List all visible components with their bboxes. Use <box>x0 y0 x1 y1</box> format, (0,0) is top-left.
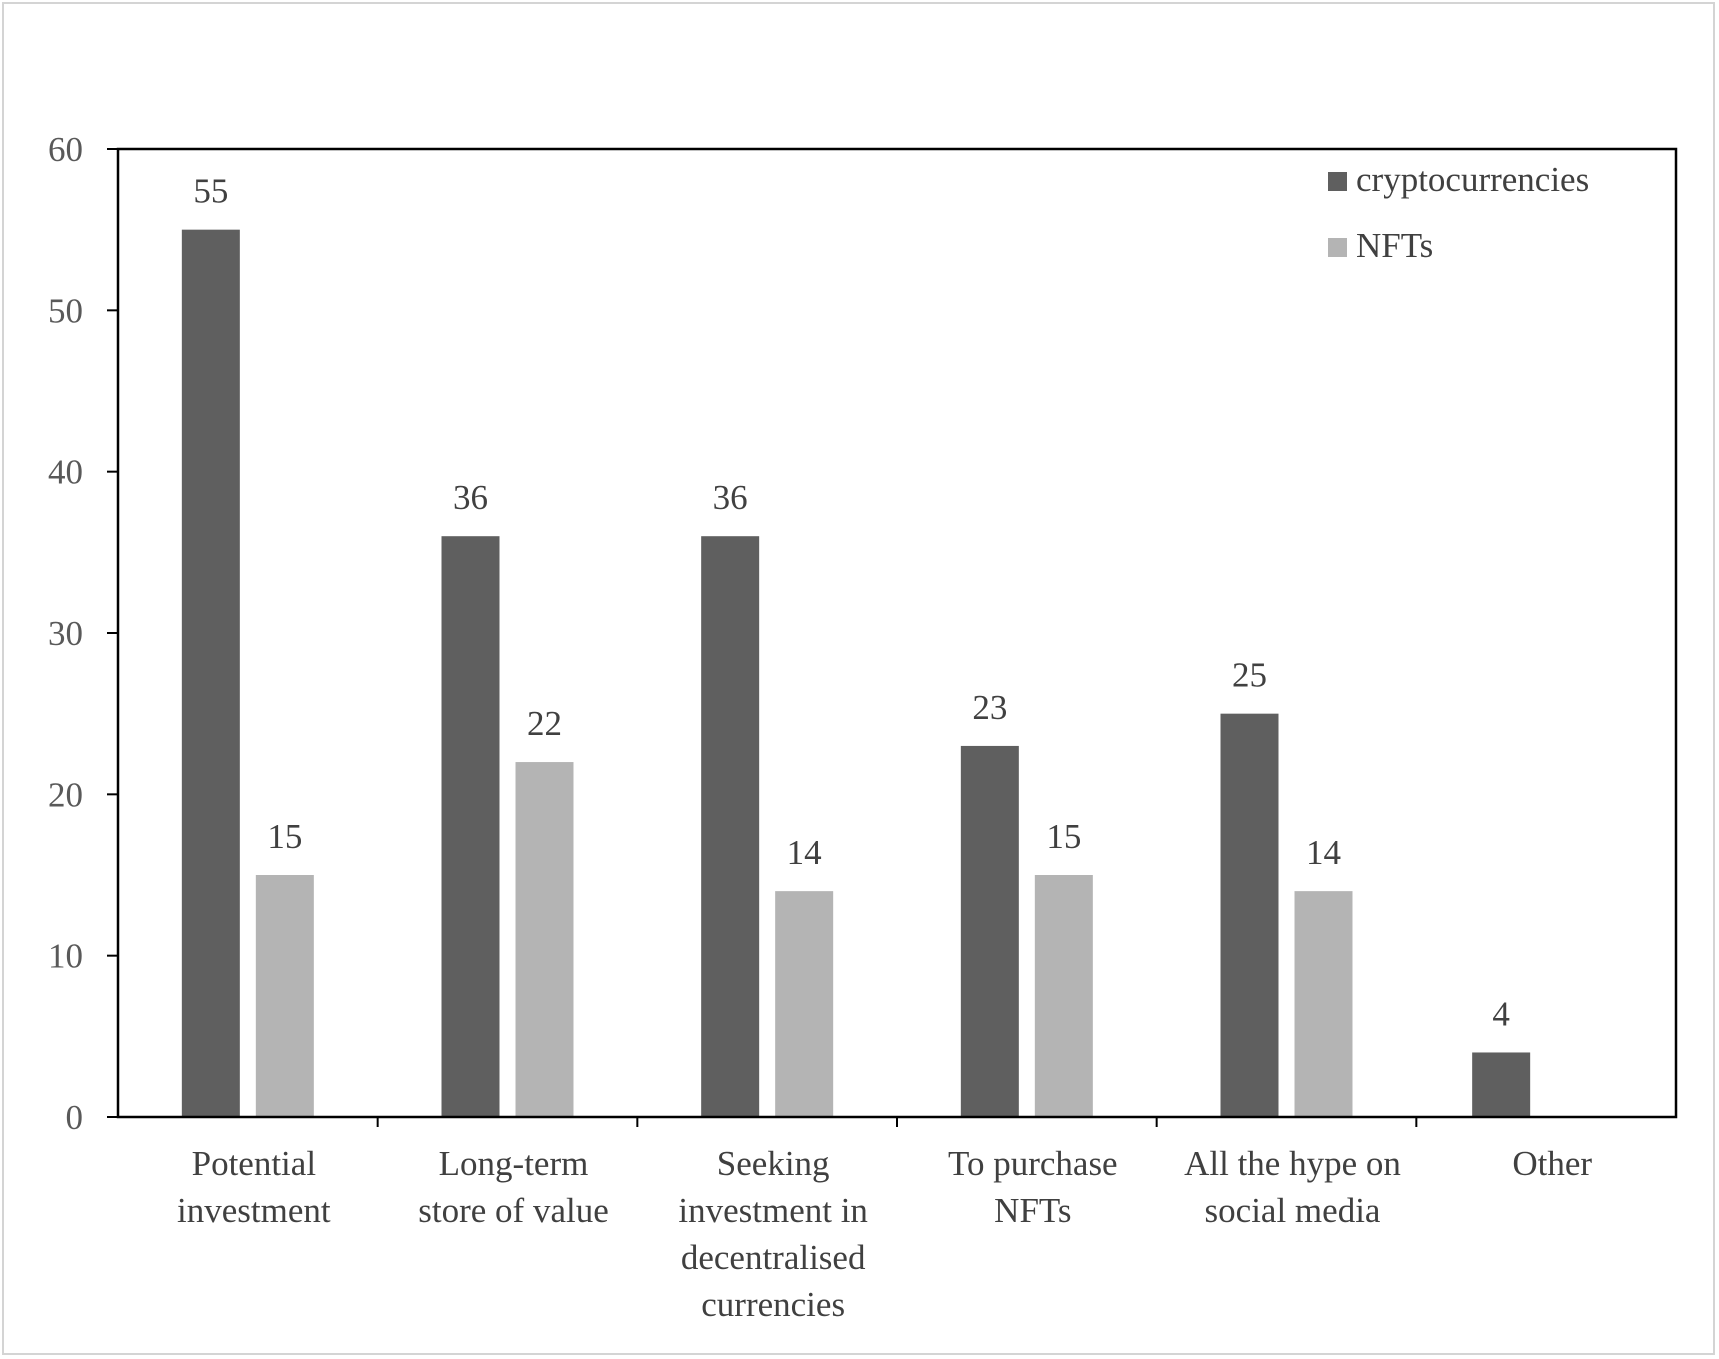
data-label-nfts-4: 14 <box>1306 833 1341 872</box>
y-tick-label-60: 60 <box>48 130 83 169</box>
data-label-cryptocurrencies-5: 4 <box>1492 994 1510 1033</box>
legend-swatch-nfts <box>1328 238 1347 257</box>
bar-nfts-1 <box>515 762 574 1117</box>
category-label-2: Seeking investment in decentralised currenc… <box>678 1144 868 1324</box>
labels-layer: 55 15 Potential investment 36 22 Long-term stor… <box>48 130 1592 1324</box>
y-tick-label-0: 0 <box>66 1098 84 1137</box>
data-label-nfts-1: 22 <box>527 704 562 743</box>
y-tick-label-30: 30 <box>48 614 83 653</box>
data-label-nfts-3: 15 <box>1046 817 1081 856</box>
bar-cryptocurrencies-2 <box>701 536 760 1117</box>
bar-nfts-0 <box>255 875 314 1117</box>
category-label-1: Long-term store of value <box>418 1144 608 1230</box>
data-label-nfts-2: 14 <box>787 833 822 872</box>
data-label-cryptocurrencies-3: 23 <box>972 688 1007 727</box>
legend-label-cryptocurrencies: cryptocurrencies <box>1356 160 1589 199</box>
bar-nfts-3 <box>1034 875 1093 1117</box>
category-label-4: All the hype on social media <box>1184 1144 1401 1230</box>
plot-area-border <box>116 147 1678 1119</box>
category-label-3: To purchase NFTs <box>948 1144 1118 1230</box>
bar-cryptocurrencies-3 <box>960 745 1019 1117</box>
legend: cryptocurrencies NFTs <box>1328 160 1589 265</box>
y-tick-label-40: 40 <box>48 453 83 492</box>
bar-nfts-4 <box>1294 891 1353 1117</box>
bar-nfts-2 <box>775 891 834 1117</box>
axes-layer <box>107 147 1678 1127</box>
data-label-cryptocurrencies-4: 25 <box>1232 656 1267 695</box>
bars-layer <box>181 229 1531 1117</box>
y-tick-label-50: 50 <box>48 291 83 330</box>
data-label-nfts-0: 15 <box>267 817 302 856</box>
data-label-cryptocurrencies-1: 36 <box>453 478 488 517</box>
bar-cryptocurrencies-0 <box>181 229 240 1117</box>
bar-cryptocurrencies-5 <box>1472 1052 1531 1117</box>
legend-swatch-cryptocurrencies <box>1328 172 1347 191</box>
y-tick-label-20: 20 <box>48 775 83 814</box>
data-label-cryptocurrencies-0: 55 <box>193 172 228 211</box>
bar-cryptocurrencies-4 <box>1220 713 1279 1117</box>
bar-cryptocurrencies-1 <box>441 536 500 1117</box>
category-label-5: Other <box>1512 1144 1592 1183</box>
legend-label-nfts: NFTs <box>1356 226 1433 265</box>
y-tick-label-10: 10 <box>48 937 83 976</box>
category-label-0: Potential investment <box>177 1144 331 1230</box>
data-label-cryptocurrencies-2: 36 <box>713 478 748 517</box>
